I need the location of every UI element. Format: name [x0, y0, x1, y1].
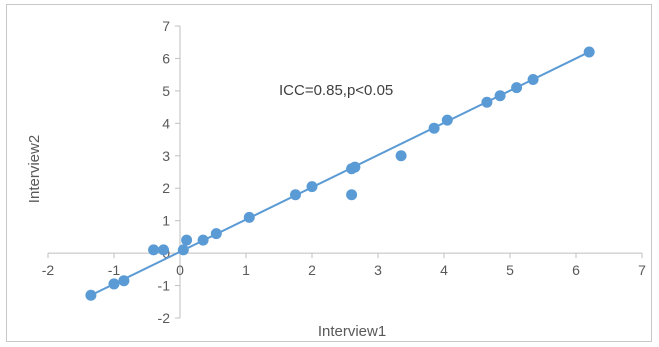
y-tick-label: -1: [158, 278, 171, 294]
trendline: [90, 51, 590, 297]
x-tick-label: 0: [176, 262, 184, 278]
data-point: [181, 234, 193, 246]
y-axis-title: Interview2: [26, 135, 43, 203]
y-tick-label: 1: [162, 213, 170, 229]
data-point: [494, 90, 506, 102]
x-tick-label: 2: [308, 262, 316, 278]
y-tick-label: 5: [162, 83, 170, 99]
data-point: [428, 122, 440, 134]
data-point: [118, 275, 130, 287]
x-tick-label: 1: [242, 262, 250, 278]
data-point: [197, 234, 209, 246]
x-tick-label: 5: [506, 262, 514, 278]
data-point: [583, 46, 595, 58]
x-tick-label: 3: [374, 262, 382, 278]
data-point: [177, 244, 189, 256]
data-point: [108, 278, 120, 290]
x-tick-label: 7: [638, 262, 646, 278]
data-point: [158, 244, 169, 256]
data-point: [243, 211, 255, 223]
y-tick-label: 2: [162, 180, 170, 196]
x-tick-label: 4: [440, 262, 448, 278]
data-point: [527, 74, 539, 86]
data-point: [511, 82, 523, 94]
data-point: [210, 228, 222, 240]
data-point: [85, 289, 97, 301]
data-point: [349, 161, 361, 173]
data-point: [441, 114, 453, 126]
axes: [47, 25, 643, 319]
data-point: [306, 181, 318, 193]
data-point: [290, 189, 301, 201]
x-tick-label: -2: [42, 262, 55, 278]
data-point: [481, 96, 493, 108]
y-tick-label: 3: [162, 148, 170, 164]
y-tick-label: 7: [162, 18, 170, 34]
x-axis-title: Interview1: [318, 323, 386, 340]
data-points: [85, 46, 595, 301]
y-tick-label: 4: [162, 115, 170, 131]
x-tick-label: -1: [108, 262, 121, 278]
data-point: [395, 150, 407, 162]
trendline-group: [90, 51, 590, 297]
y-tick-label: -2: [158, 310, 171, 326]
x-tick-label: 6: [572, 262, 580, 278]
icc-annotation: ICC=0.85,p<0.05: [279, 82, 393, 99]
data-point: [346, 189, 358, 201]
y-tick-label: 6: [162, 50, 170, 66]
data-point: [148, 244, 160, 256]
